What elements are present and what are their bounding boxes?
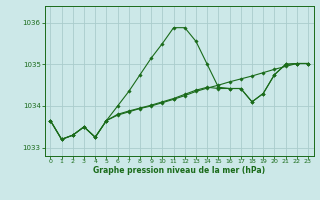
X-axis label: Graphe pression niveau de la mer (hPa): Graphe pression niveau de la mer (hPa) — [93, 166, 265, 175]
